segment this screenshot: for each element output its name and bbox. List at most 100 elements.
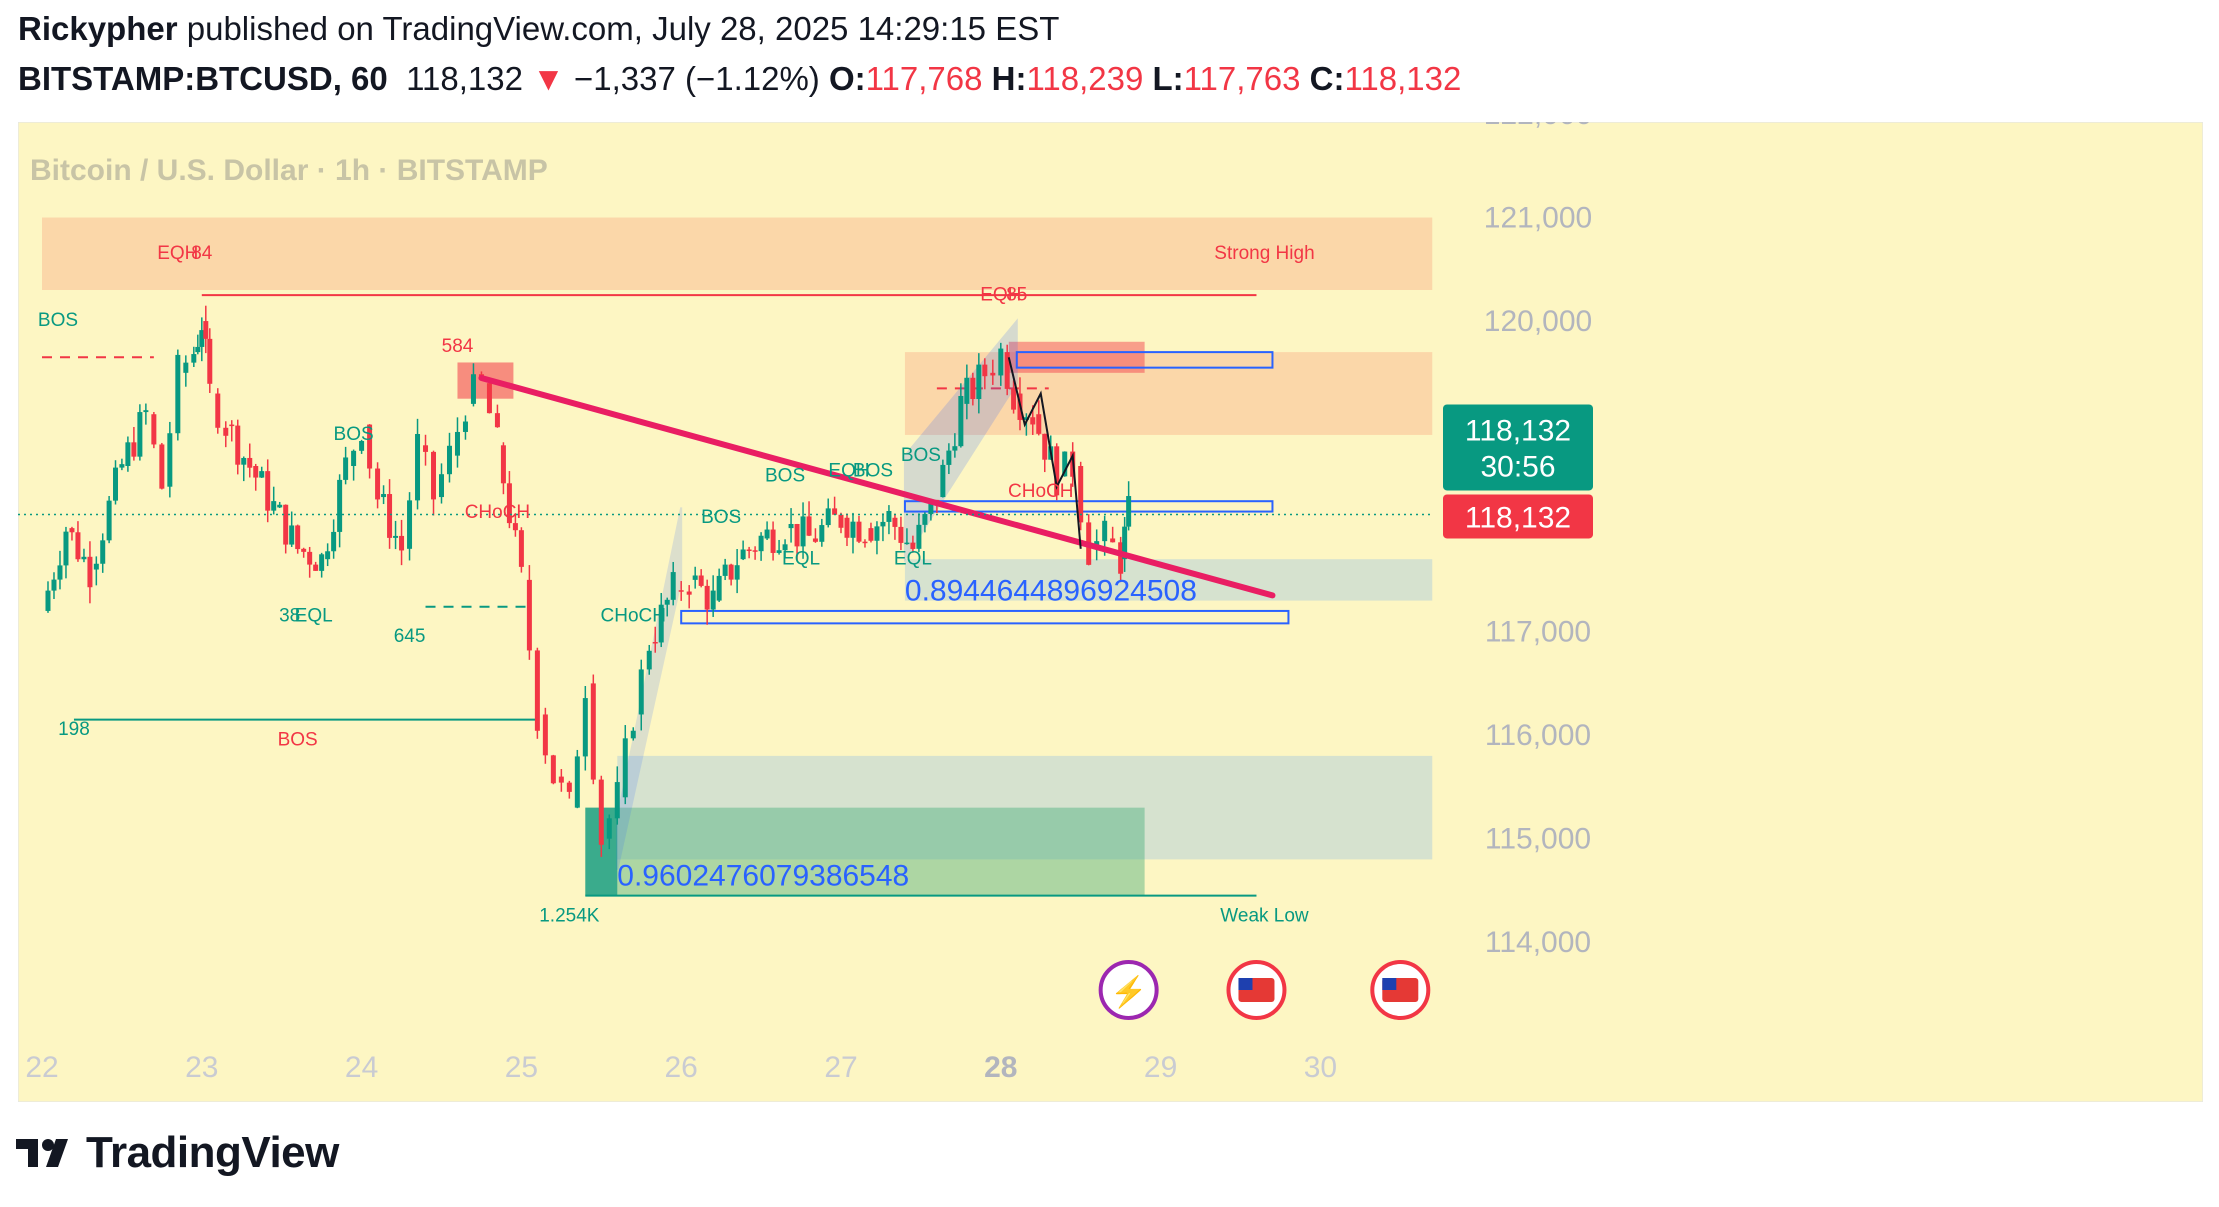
- candle-body: [698, 575, 704, 586]
- candle-body: [734, 565, 740, 580]
- candle-body: [93, 563, 99, 570]
- candle-body: [407, 500, 413, 549]
- candle-body: [722, 564, 728, 576]
- candle-body: [800, 516, 806, 547]
- lightning-event-icon: [1098, 960, 1159, 1020]
- x-tick-6: 28: [984, 1051, 1017, 1084]
- candle-body: [381, 494, 387, 498]
- change: −1,337 (−1.12%): [573, 60, 820, 97]
- candle-body: [470, 374, 476, 404]
- candle-body: [313, 564, 319, 571]
- high-value: 118,239: [1026, 60, 1144, 97]
- candle-body: [752, 550, 758, 552]
- candle-body: [518, 530, 524, 567]
- candle-body: [500, 445, 506, 484]
- tradingview-logo-icon: [16, 1139, 68, 1167]
- ohlc-line: BITSTAMP:BTCUSD, 60 118,132 ▼ −1,337 (−1…: [18, 60, 1461, 98]
- candle-body: [241, 457, 247, 465]
- demand-zone: [585, 807, 1145, 896]
- price-label-countdown: 30:56: [1480, 450, 1555, 483]
- candle-body: [325, 551, 331, 560]
- candle-body: [119, 464, 125, 468]
- price-chart[interactable]: 122,000 121,000 120,000 117,000 116,000 115,0…: [17, 98, 2204, 1103]
- candle-body: [542, 714, 548, 756]
- tradingview-footer[interactable]: TradingView: [16, 1128, 339, 1178]
- candle-body: [746, 549, 752, 552]
- annotation-9: 584: [442, 336, 474, 357]
- candle-body: [113, 467, 119, 501]
- candle-body: [253, 466, 259, 478]
- chart-title: Bitcoin / U.S. Dollar · 1h · BITSTAMP: [30, 154, 548, 187]
- candle-body: [658, 604, 664, 643]
- author[interactable]: Rickypher: [18, 10, 178, 47]
- candle-body: [175, 354, 181, 434]
- last-price: 118,132: [406, 60, 523, 97]
- candle-body: [283, 504, 289, 545]
- annotation-15: BOS: [765, 466, 805, 487]
- flag-canton-1: [1382, 978, 1397, 990]
- candle-body: [137, 412, 143, 457]
- candle-body: [622, 738, 628, 798]
- candle-body: [990, 372, 996, 376]
- candle-body: [998, 348, 1004, 376]
- candle-body: [415, 433, 421, 501]
- candle-body: [1011, 388, 1017, 410]
- candle-body: [462, 421, 468, 432]
- candle-body: [664, 599, 670, 605]
- candle-body: [1062, 451, 1068, 477]
- annotation-24: Weak Low: [1220, 906, 1309, 927]
- candle-body: [1110, 538, 1116, 543]
- candle-body: [203, 321, 209, 339]
- candle-body: [758, 535, 764, 552]
- candle-body: [375, 468, 381, 500]
- candle-body: [904, 542, 910, 545]
- chart-area[interactable]: 122,000 121,000 120,000 117,000 116,000 115,0…: [17, 98, 2204, 1103]
- candle-body: [367, 424, 373, 469]
- x-tick-1: 23: [185, 1051, 218, 1084]
- annotation-23: Strong High: [1214, 243, 1314, 264]
- candle-body: [343, 457, 349, 480]
- close-label: C:: [1309, 60, 1345, 97]
- candle-body: [958, 395, 964, 447]
- candle-body: [704, 585, 710, 610]
- x-tick-5: 27: [824, 1051, 857, 1084]
- candle-body: [922, 513, 928, 525]
- candle-body: [131, 442, 137, 457]
- candle-body: [970, 377, 976, 400]
- candle-body: [359, 440, 365, 451]
- lightning-glyph: ⚡: [1110, 974, 1147, 1010]
- candle-body: [423, 445, 429, 452]
- candle-body: [574, 756, 580, 808]
- annotation-20: EQH: [980, 284, 1021, 305]
- open-value: 117,768: [865, 60, 983, 97]
- candle-body: [1126, 496, 1132, 527]
- descending-trendline: [478, 375, 1276, 599]
- y-tick-5: 115,000: [1485, 823, 1591, 856]
- candle-body: [45, 590, 51, 611]
- x-tick-7: 29: [1144, 1051, 1177, 1084]
- candle-body: [844, 517, 850, 538]
- annotation-2: 84: [191, 243, 213, 264]
- candle-body: [159, 444, 165, 489]
- candle-body: [982, 364, 988, 377]
- zone-3: [617, 755, 1433, 860]
- annotation-22: CHoCH: [1008, 481, 1073, 502]
- candle-body: [806, 516, 812, 536]
- candle-body: [1078, 466, 1084, 523]
- candle-body: [710, 590, 716, 610]
- candle-body: [215, 393, 221, 428]
- candle-body: [838, 514, 844, 528]
- candle-body: [319, 554, 325, 571]
- candle-body: [558, 776, 564, 783]
- candle-body: [183, 362, 189, 373]
- candle-body: [277, 504, 283, 508]
- candle-body: [289, 525, 295, 545]
- x-tick-8: 30: [1304, 1051, 1337, 1084]
- candle-body: [770, 529, 776, 553]
- low-label: L:: [1152, 60, 1184, 97]
- candle-body: [812, 538, 818, 542]
- candle-body: [916, 524, 922, 549]
- annotation-8: 645: [394, 626, 426, 647]
- candle-body: [1004, 352, 1010, 389]
- candle-body: [235, 425, 241, 465]
